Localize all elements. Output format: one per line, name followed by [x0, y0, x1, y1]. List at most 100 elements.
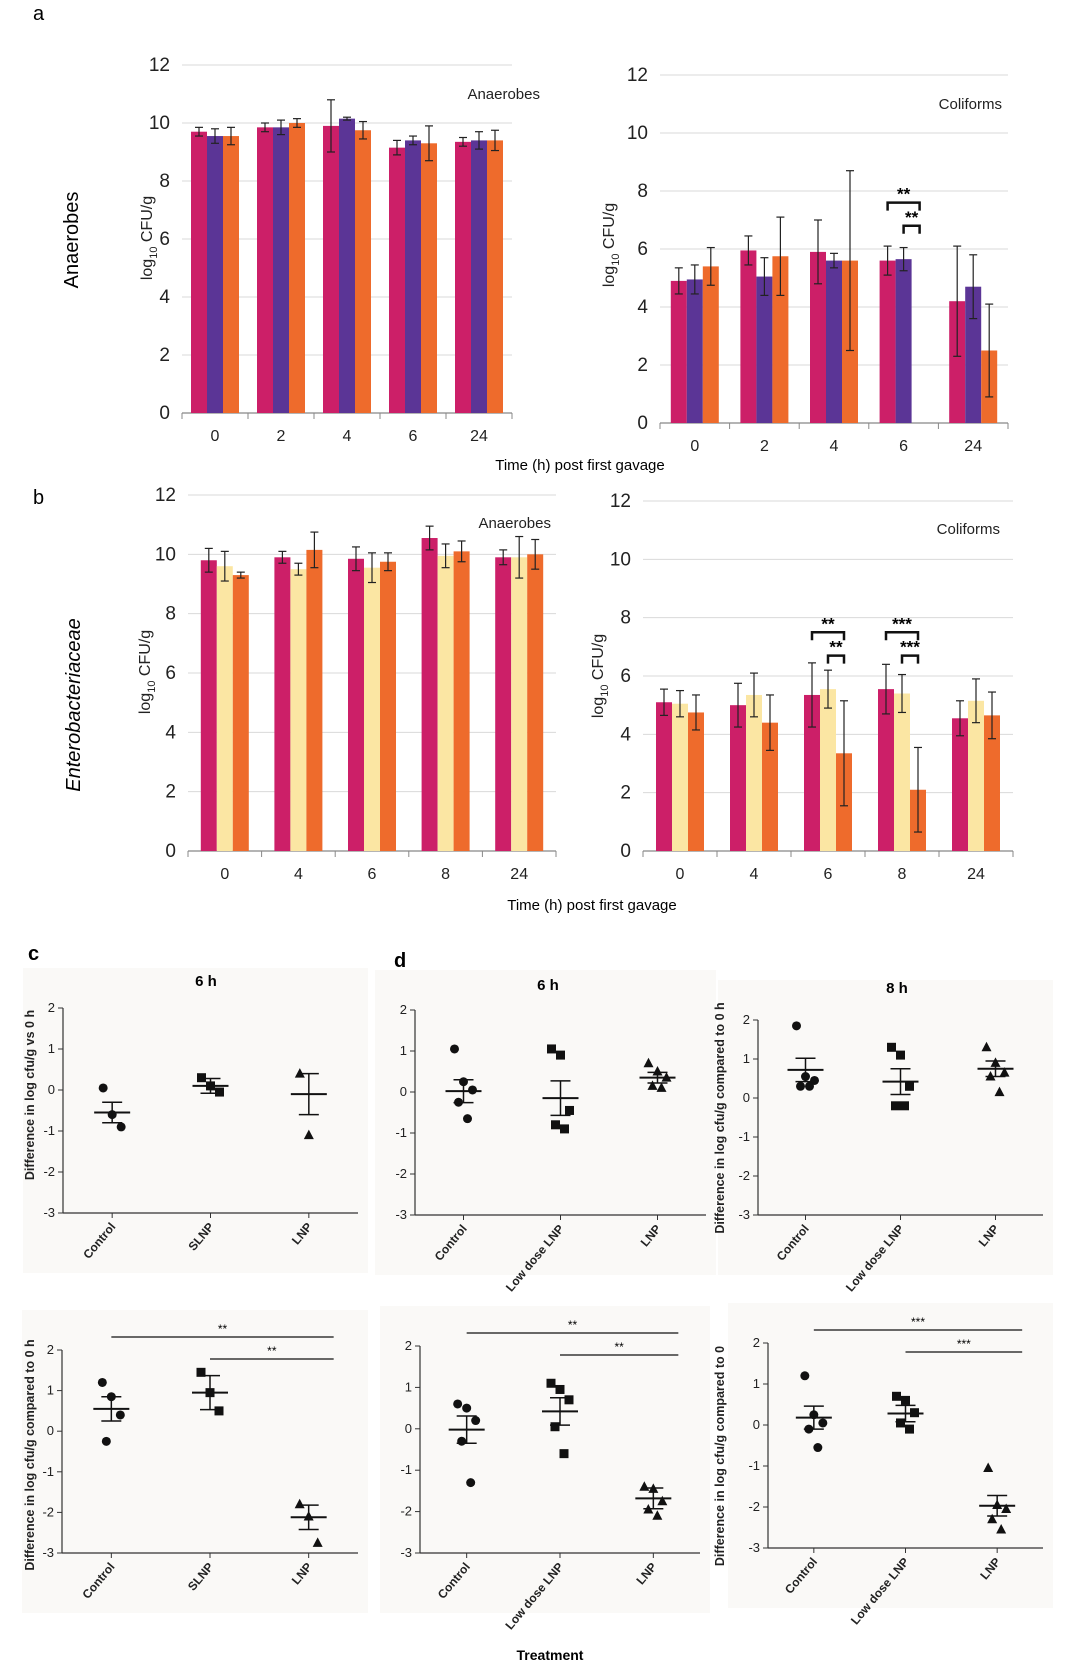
y-tick-label: 0 — [48, 1082, 55, 1097]
y-tick-label: 0 — [47, 1423, 54, 1438]
y-tick-label: -1 — [43, 1123, 55, 1138]
bar — [878, 689, 894, 851]
data-point — [818, 1418, 828, 1428]
x-tick-label: 0 — [690, 438, 699, 455]
bar — [191, 131, 207, 413]
panel-background — [22, 1310, 368, 1613]
y-tick-label: 6 — [620, 666, 631, 687]
y-tick-label: -3 — [395, 1207, 407, 1222]
data-point — [1001, 1503, 1012, 1514]
bar — [405, 140, 421, 413]
data-point — [555, 1384, 565, 1394]
y-axis-label: log10 CFU/g — [137, 630, 158, 714]
bar — [670, 280, 687, 423]
x-tick-label: 4 — [294, 866, 303, 883]
y-tick-label: 2 — [47, 1342, 54, 1357]
data-point — [547, 1044, 556, 1054]
bar — [826, 260, 842, 423]
chart-annotation: Coliforms — [937, 521, 1000, 538]
x-tick-label: 6 — [368, 866, 377, 883]
bar — [487, 140, 503, 413]
data-point — [643, 1057, 654, 1068]
data-point — [996, 1524, 1007, 1534]
y-tick-label: 8 — [165, 604, 176, 625]
y-tick-label: -2 — [738, 1168, 750, 1183]
y-tick-label: 0 — [400, 1084, 407, 1099]
y-tick-label: 10 — [610, 549, 631, 570]
data-point — [546, 1378, 556, 1388]
bar — [355, 130, 371, 413]
significance-bracket — [900, 654, 920, 664]
bar — [364, 567, 380, 851]
row-label-anaerobes: Anaerobes — [61, 192, 83, 289]
x-tick-label: 0 — [211, 428, 220, 445]
y-tick-label: 10 — [155, 544, 176, 565]
bar — [810, 251, 826, 423]
shared-xlabel-a: Time (h) post first gavage — [495, 457, 665, 474]
y-tick-label: 1 — [753, 1376, 760, 1391]
bar — [984, 715, 1000, 851]
panel-letter-d: d — [394, 950, 406, 972]
y-tick-label: 6 — [637, 239, 648, 260]
bar — [207, 136, 223, 414]
chart-title: 6 h — [195, 973, 217, 990]
x-tick-label: 24 — [964, 438, 982, 455]
x-tick-label: 24 — [510, 866, 528, 883]
data-point — [471, 1416, 481, 1426]
y-tick-label: 2 — [637, 355, 648, 376]
y-tick-label: 4 — [165, 722, 176, 743]
data-point — [468, 1085, 477, 1095]
data-point — [97, 1377, 107, 1387]
significance-label: ** — [905, 208, 919, 227]
bar — [290, 569, 307, 851]
bar — [471, 140, 487, 413]
data-point — [462, 1403, 472, 1413]
bar — [289, 123, 305, 413]
data-point — [215, 1087, 224, 1097]
significance-label: ** — [897, 185, 911, 204]
x-tick-label: 4 — [750, 866, 759, 883]
bar — [762, 722, 778, 851]
data-point — [98, 1083, 108, 1093]
significance-label: *** — [911, 1315, 925, 1329]
bar — [952, 718, 968, 851]
y-tick-label: -1 — [738, 1129, 750, 1144]
bar — [895, 259, 912, 423]
y-tick-label: 1 — [400, 1043, 407, 1058]
data-point — [453, 1399, 463, 1409]
row-label-enterobacteriaceae: Enterobacteriaceae — [63, 618, 85, 791]
data-point — [466, 1478, 476, 1488]
bar — [306, 549, 323, 851]
shared-xlabel-b: Time (h) post first gavage — [507, 897, 677, 914]
bar — [389, 147, 405, 413]
data-point — [800, 1371, 810, 1381]
data-point — [896, 1418, 905, 1428]
y-tick-label: -2 — [42, 1504, 54, 1519]
significance-label: *** — [892, 614, 912, 633]
significance-label: ** — [829, 638, 843, 657]
data-point — [981, 1041, 992, 1052]
x-tick-label: 24 — [470, 428, 488, 445]
y-axis-label: log10 CFU/g — [139, 196, 160, 280]
data-point — [983, 1462, 994, 1473]
y-tick-label: 12 — [627, 65, 648, 86]
data-point — [901, 1395, 910, 1405]
significance-bracket — [902, 224, 921, 234]
x-tick-label: 6 — [899, 438, 908, 455]
y-tick-label: 4 — [620, 724, 631, 745]
y-tick-label: 1 — [48, 1041, 55, 1056]
data-point — [214, 1406, 224, 1416]
y-tick-label: 2 — [620, 783, 631, 804]
data-point — [900, 1101, 909, 1111]
y-tick-label: 1 — [47, 1383, 54, 1398]
data-point — [550, 1422, 560, 1432]
data-point — [805, 1081, 814, 1091]
x-tick-label: 2 — [277, 428, 286, 445]
y-tick-label: 6 — [159, 229, 170, 250]
x-tick-label: 0 — [220, 866, 229, 883]
data-point — [559, 1449, 569, 1459]
